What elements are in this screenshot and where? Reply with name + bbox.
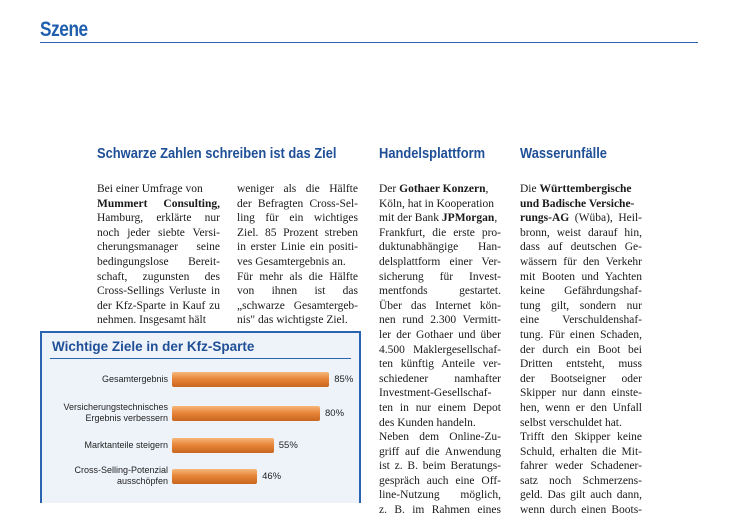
- text-line: ten in nur einem Depot: [379, 401, 501, 414]
- article1-column1: Bei einer Umfrage von Mummert Consulting,…: [97, 182, 220, 328]
- text-line: ling für ein wichtiges: [237, 212, 358, 225]
- text-line: mentfonds gestartet.: [379, 285, 501, 298]
- bar-value-label: 55%: [278, 440, 298, 451]
- text-line: wenn durch einen Boots-: [520, 504, 642, 517]
- text-line: rungs-AG (Wüba), Heil-: [520, 212, 642, 225]
- text-line: fahrer weder Schadener-: [520, 460, 642, 473]
- text-line: der Befragten Cross-Sel-: [237, 197, 358, 210]
- article1-column2: weniger als die Hälfte der Befragten Cros…: [237, 182, 358, 328]
- text-line: ves Gesamtergebnis an.: [237, 255, 346, 268]
- text-line: line-Nutzung möglich,: [379, 489, 501, 502]
- text-line: satz noch Schmerzens-: [520, 474, 642, 487]
- text-line: Über das Internet kön-: [379, 299, 501, 312]
- text-line: selbst verschuldet hat.: [520, 416, 622, 429]
- bar-label: Versicherungstechnisches Ergebnis verbess…: [63, 402, 168, 423]
- text-line: duktunabhängige Han-: [379, 241, 501, 254]
- text-line: weniger als die Hälfte: [237, 183, 358, 195]
- article2-body: Der Gothaer Konzern, Köln, hat in Koopera…: [379, 182, 501, 518]
- text-line: der Bootseigner oder: [520, 372, 642, 385]
- article2-headline: Handelsplattform: [379, 145, 486, 162]
- text-line: und Badische Versiche-: [520, 197, 635, 210]
- text-line: schiedener namhafter: [379, 372, 501, 385]
- bar: [172, 438, 274, 453]
- text-line: Köln, hat in Kooperation: [379, 197, 494, 210]
- text-line: Hamburg, erklärte nur: [97, 212, 220, 225]
- text-line: ten künftig Anteile ver-: [379, 358, 501, 371]
- text-line: cherungsmanager seine: [97, 241, 220, 254]
- text-line: Neben dem Online-Zu-: [379, 431, 501, 444]
- text-line: ist z. B. beim Beratungs-: [379, 460, 501, 473]
- text-line: wässern für den Verkehr: [520, 255, 642, 268]
- text-line: der durch ein Boot bei: [520, 343, 642, 356]
- text-line: Die Württembergische: [520, 183, 632, 195]
- text-line: nis" das wichtigste Ziel.: [237, 314, 348, 327]
- text-line: Mummert Consulting,: [97, 197, 220, 210]
- text-line: Frankfurt, die erste pro-: [379, 226, 501, 239]
- text-line: gespräch auch eine Off-: [379, 474, 501, 487]
- text-line: keine Gefährdungshaf-: [520, 285, 642, 298]
- text-line: tung gilt, sondern nur: [520, 299, 642, 312]
- chart-title-rule: [50, 358, 351, 359]
- text-line: Trifft den Skipper keine: [520, 431, 642, 444]
- chart-box: Wichtige Ziele in der Kfz-Sparte Gesamte…: [40, 331, 361, 503]
- bar: [172, 372, 330, 387]
- text-line: Investment-Gesellschaf-: [379, 387, 492, 400]
- bar-value-label: 46%: [262, 471, 282, 482]
- bar-value-label: 85%: [334, 374, 354, 385]
- text-line: noch jeder siebte Versi-: [97, 226, 220, 239]
- text-line: delsplattform einer Ver-: [379, 255, 501, 268]
- article3-headline: Wasserunfälle: [520, 145, 607, 162]
- text-line: Skipper nur dann einste-: [520, 387, 642, 400]
- text-line: ler der Gothaer und über: [379, 328, 501, 341]
- text-line: schaft, zugunsten des: [97, 270, 220, 283]
- text-line: mit der Bank JPMorgan,: [379, 212, 498, 225]
- text-line: Für mehr als die Hälfte: [237, 270, 358, 283]
- bar-value-label: 80%: [325, 408, 345, 419]
- bar-label: Marktanteile steigern: [84, 439, 168, 450]
- bar-label: Gesamtergebnis: [101, 373, 168, 384]
- text-line: nen rund 2.300 Vermitt-: [379, 314, 501, 327]
- text-line: von ihnen ist das: [237, 285, 358, 298]
- text-line: sicherung für Invest-: [379, 270, 501, 283]
- text-line: in erster Linie ein positi-: [237, 241, 358, 254]
- text-line: nehmen. Insgesamt hält: [97, 314, 206, 327]
- text-line: „schwarze Gesamtergeb-: [237, 299, 358, 312]
- header-rule: [40, 42, 698, 43]
- text-line: eine Verschuldenshaf-: [520, 314, 642, 327]
- text-line: bedingungslose Bereit-: [97, 255, 220, 268]
- text-line: mit Booten und Yachten: [520, 270, 642, 283]
- text-line: des Kunden handeln.: [379, 416, 476, 429]
- article1-headline: Schwarze Zahlen schreiben ist das Ziel: [97, 145, 337, 162]
- text-line: Cross-Sellings Verluste in: [97, 285, 220, 298]
- chart-title: Wichtige Ziele in der Kfz-Sparte: [52, 339, 255, 354]
- section-title: Szene: [40, 18, 88, 41]
- text-line: dass auf deutschen Ge-: [520, 241, 642, 254]
- text-line: bronn, weist darauf hin,: [520, 226, 642, 239]
- text-line: 4.500 Maklergesellschaf-: [379, 343, 501, 356]
- bar-label: Cross-Selling-Potenzial ausschöpfen: [74, 465, 168, 486]
- bar: [172, 469, 258, 484]
- text-line: Schuld, erhalten die Mit-: [520, 445, 642, 458]
- bar: [172, 406, 320, 421]
- article3-body: Die Württembergische und Badische Versich…: [520, 182, 642, 518]
- text-line: der Kfz-Sparte in Kauf zu: [97, 299, 220, 312]
- text-line: Bei einer Umfrage von: [97, 183, 203, 195]
- text-line: Der Gothaer Konzern,: [379, 183, 489, 195]
- text-line: hen, wenn er den Unfall: [520, 401, 642, 414]
- text-line: Dritten entsteht, muss: [520, 358, 642, 371]
- text-line: tung. Für einen Schaden,: [520, 328, 642, 341]
- text-line: z. B. im Rahmen eines: [379, 504, 501, 517]
- text-line: griff auf die Anwendung: [379, 445, 501, 458]
- text-line: geld. Das gilt auch dann,: [520, 489, 642, 502]
- text-line: Ziel. 85 Prozent streben: [237, 226, 358, 239]
